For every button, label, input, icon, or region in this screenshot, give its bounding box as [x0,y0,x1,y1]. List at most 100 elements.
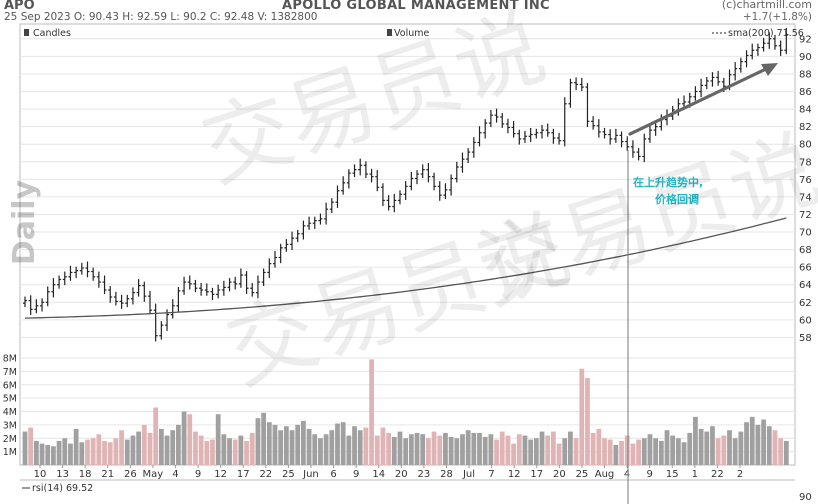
price-bar [710,72,715,87]
price-bar [642,133,647,163]
volume-tick-label: 1M [3,447,17,458]
price-bar [187,275,192,290]
candles-legend-label: Candles [33,28,71,39]
price-bar [551,128,556,144]
x-tick-label: 17 [530,469,543,480]
price-bar [74,266,79,279]
price-bar [125,294,130,308]
volume-bar [744,422,749,465]
price-bar [784,27,789,55]
volume-bar [425,438,431,465]
price-bar [636,148,641,161]
volume-bar [386,432,392,465]
annotation-line-2: 价格回调 [655,192,699,206]
volume-tick-label: 2M [3,434,17,445]
x-tick-label: 7 [488,469,494,480]
price-bar [136,279,141,297]
volume-bar [249,432,255,465]
price-bar [62,271,67,286]
volume-bar [357,430,363,465]
volume-bar [408,434,414,465]
x-tick-label: 4 [624,469,630,480]
rsi-tick-label: 90 [799,492,812,503]
volume-bar [283,426,289,465]
volume-bar [460,434,465,465]
price-bar [51,278,56,298]
volume-bar [516,434,522,465]
volume-bar [33,440,39,465]
ticker-symbol: APO [4,0,35,13]
price-bar [119,294,124,309]
volume-bar [335,423,340,465]
price-tick-label: 80 [799,140,812,151]
price-bar [346,169,351,189]
price-bar [329,198,334,214]
price-bar [591,116,596,130]
price-bar [221,280,226,296]
volume-bar [306,428,312,465]
price-bar [517,129,522,145]
price-bar [682,95,687,108]
price-bar [335,185,340,208]
volume-bar [579,368,585,465]
volume-bar [329,430,335,465]
volume-bar [255,418,261,465]
volume-bar [158,428,164,465]
price-bar [40,298,45,312]
volume-bar [136,431,142,465]
price-bar [647,123,652,143]
volume-bar [204,440,210,465]
volume-tick-label: 4M [3,407,17,418]
price-bar [267,258,272,279]
volume-bar [124,439,130,465]
price-bar [341,176,346,195]
volume-bar [130,435,136,465]
volume-bar [727,430,732,465]
volume-bar [380,427,386,465]
volume-bar [261,412,267,465]
price-bar [278,243,283,264]
volume-tick-label: 3M [3,420,17,431]
price-bar [733,62,738,81]
price-bar [307,216,312,230]
volume-bar [687,432,693,465]
price-bar [216,284,221,299]
price-bar [716,70,721,86]
quote-values: O: 90.43 H: 92.59 L: 90.2 C: 92.48 V: 13… [73,11,318,23]
price-bar [358,158,363,176]
price-bar [761,37,766,52]
price-bar [284,239,289,252]
price-bar [409,171,414,191]
volume-bar [193,431,198,465]
price-bar [159,321,164,340]
volume-bar [698,428,704,465]
volume-bar [630,443,636,465]
volume-bar [749,416,755,465]
price-tick-label: 86 [799,87,812,98]
volume-bar [710,426,715,465]
volume-bar [641,438,647,465]
volume-bar [215,414,221,465]
price-change: +1.7(+1.8%) [742,11,812,23]
price-bar [261,268,266,287]
volume-bar [278,430,284,465]
volume-bar [539,431,545,465]
price-bar [585,83,590,128]
volume-bar [96,434,102,465]
price-bar [210,287,215,301]
price-bar [363,161,368,179]
volume-bar [28,427,34,465]
price-tick-label: 70 [799,228,812,239]
price-bar [704,76,709,90]
price-bar [147,290,152,315]
volume-bar [590,432,596,465]
volume-bar [420,434,426,465]
volume-bar [397,431,403,465]
volume-bar [107,442,113,465]
price-tick-label: 92 [799,34,812,45]
volume-bar [170,430,176,465]
price-bar [272,250,277,268]
price-bar [483,119,488,139]
price-bar [369,168,374,183]
volume-bar [369,359,374,465]
